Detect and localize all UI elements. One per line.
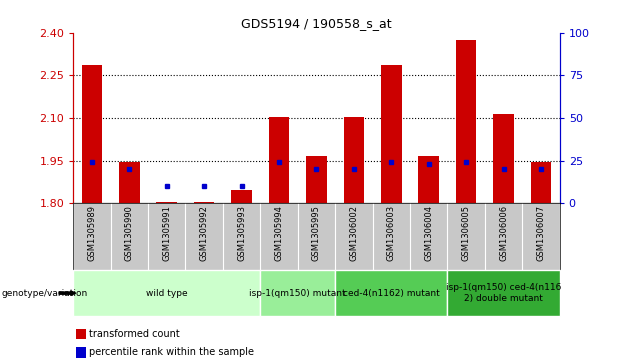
Bar (447, 270, 560, 316)
Bar (232, 191, 252, 203)
Text: GSM1306006: GSM1306006 (499, 205, 508, 261)
Text: genotype/variation: genotype/variation (2, 289, 88, 298)
Text: GSM1305989: GSM1305989 (87, 205, 96, 261)
Bar (73, 270, 260, 316)
Text: isp-1(qm150) mutant: isp-1(qm150) mutant (249, 289, 346, 298)
Text: GSM1306002: GSM1306002 (349, 205, 358, 261)
Text: GSM1306004: GSM1306004 (424, 205, 433, 261)
Bar (268, 117, 289, 203)
Bar (418, 156, 439, 203)
Bar (343, 117, 364, 203)
Text: GSM1305991: GSM1305991 (162, 205, 171, 261)
Text: GSM1305995: GSM1305995 (312, 205, 321, 261)
Bar (456, 40, 476, 203)
Text: GSM1305992: GSM1305992 (200, 205, 209, 261)
Bar (194, 202, 214, 203)
Text: GSM1306005: GSM1306005 (462, 205, 471, 261)
Bar (381, 65, 401, 203)
Bar (156, 202, 177, 203)
Bar (494, 114, 514, 203)
Text: isp-1(qm150) ced-4(n116
2) double mutant: isp-1(qm150) ced-4(n116 2) double mutant (446, 284, 561, 303)
Text: wild type: wild type (146, 289, 188, 298)
Text: GSM1305994: GSM1305994 (275, 205, 284, 261)
Bar (81, 65, 102, 203)
Bar (260, 270, 335, 316)
Text: ced-4(n1162) mutant: ced-4(n1162) mutant (343, 289, 439, 298)
Bar (119, 162, 139, 203)
Text: GSM1306007: GSM1306007 (537, 205, 546, 261)
Title: GDS5194 / 190558_s_at: GDS5194 / 190558_s_at (241, 17, 392, 30)
Bar (335, 270, 447, 316)
Text: percentile rank within the sample: percentile rank within the sample (89, 347, 254, 357)
Text: GSM1305990: GSM1305990 (125, 205, 134, 261)
Text: GSM1306003: GSM1306003 (387, 205, 396, 261)
Bar (530, 162, 551, 203)
Text: transformed count: transformed count (89, 329, 180, 339)
Bar (306, 156, 327, 203)
Text: GSM1305993: GSM1305993 (237, 205, 246, 261)
